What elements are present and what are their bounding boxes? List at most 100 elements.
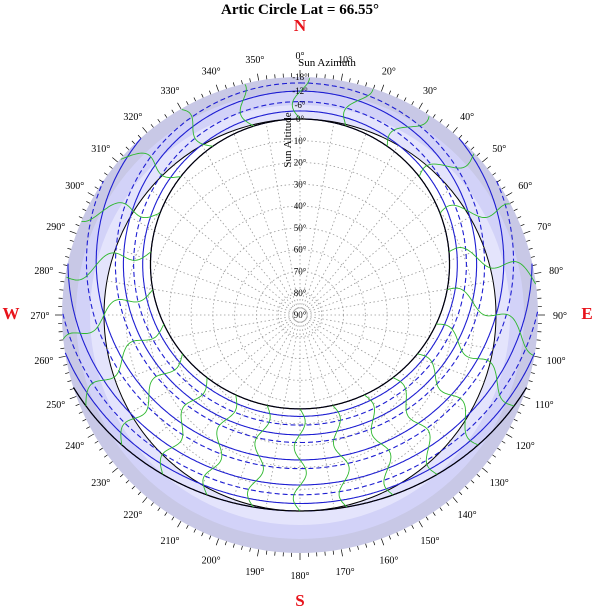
azimuth-tick <box>82 419 87 422</box>
azimuth-tick <box>365 543 368 548</box>
azimuth-tick <box>509 201 514 204</box>
azimuth-tick-label: 240° <box>65 441 84 452</box>
azimuth-tick <box>171 516 175 521</box>
azimuth-tick <box>487 165 491 169</box>
azimuth-tick <box>497 447 501 451</box>
azimuth-tick <box>528 247 533 250</box>
azimuth-tick-label: 250° <box>46 400 65 411</box>
azimuth-tick <box>332 550 335 555</box>
azimuth-tick <box>142 127 148 133</box>
compass-west: W <box>3 304 20 323</box>
altitude-tick-label: -12° <box>292 86 308 96</box>
azimuth-tick <box>67 247 72 250</box>
azimuth-tick-label: 330° <box>161 86 180 97</box>
azimuth-tick <box>411 524 414 529</box>
azimuth-tick <box>65 372 70 374</box>
azimuth-tick <box>523 396 531 400</box>
azimuth-tick-label: 120° <box>516 441 535 452</box>
sun-path <box>61 311 539 496</box>
azimuth-tick <box>209 535 212 540</box>
azimuth-tick-label: 320° <box>123 112 142 123</box>
altitude-grid-ring <box>125 140 475 490</box>
azimuth-tick <box>69 230 77 234</box>
axis-labels: 0° 10° 20° 30° 40° 50° 60° 70° 80° 90° 100° 110° 120… <box>31 51 568 582</box>
azimuth-tick <box>476 152 481 157</box>
azimuth-tick <box>482 157 488 163</box>
azimuth-tick <box>388 535 391 540</box>
azimuth-tick <box>520 403 525 406</box>
azimuth-tick <box>513 208 518 211</box>
azimuth-tick <box>94 186 99 190</box>
azimuth-tick <box>125 146 130 150</box>
azimuth-tick <box>75 403 80 406</box>
azimuth-tick <box>232 543 235 548</box>
azimuth-tick <box>99 179 103 183</box>
azimuth-tick <box>452 497 458 503</box>
azimuth-tick <box>209 90 212 95</box>
azimuth-tick <box>78 411 83 414</box>
azimuth-tick <box>131 140 135 145</box>
azimuth-tick <box>365 82 368 87</box>
altitude-tick-label: 70° <box>294 266 307 276</box>
altitude-tick-label: 60° <box>294 245 307 255</box>
azimuth-tick <box>241 80 243 85</box>
azimuth-tick <box>373 541 376 546</box>
sun-path <box>133 101 467 426</box>
azimuth-tick <box>465 485 469 490</box>
azimuth-tick-label: 290° <box>46 222 65 233</box>
azimuth-tick <box>193 528 196 533</box>
azimuth-tick <box>532 364 537 366</box>
hour-line <box>292 408 307 512</box>
azimuth-tick-label: 10° <box>338 55 352 66</box>
altitude-grid-ring <box>277 292 323 338</box>
azimuth-tick <box>224 84 227 89</box>
azimuth-tick <box>60 280 65 283</box>
azimuth-tick <box>65 256 70 258</box>
azimuth-tick <box>452 127 458 133</box>
azimuth-tick <box>517 216 522 219</box>
azimuth-tick-label: 60° <box>518 181 532 192</box>
hour-line <box>159 377 208 475</box>
azimuth-tick <box>142 497 148 503</box>
azimuth-tick <box>60 347 65 350</box>
azimuth-tick <box>439 507 443 511</box>
azimuth-tick <box>534 272 542 275</box>
azimuth-tick <box>257 549 260 557</box>
hour-line <box>181 109 213 147</box>
hour-line <box>62 289 154 340</box>
azimuth-tick <box>78 216 83 219</box>
hour-line <box>386 116 430 147</box>
sun-path <box>114 82 486 444</box>
azimuth-tick-label: 50° <box>492 144 506 155</box>
hour-line <box>448 247 537 285</box>
hour-line <box>202 394 238 496</box>
hour-line <box>363 394 394 496</box>
altitude-tick-label: 0° <box>296 114 305 124</box>
azimuth-tick <box>137 491 142 496</box>
azimuth-tick-label: 190° <box>245 567 264 578</box>
azimuth-tick <box>446 124 450 128</box>
azimuth-tick-label: 200° <box>202 555 221 566</box>
azimuth-tick <box>381 538 385 546</box>
hour-line <box>85 323 165 406</box>
azimuth-tick <box>418 102 423 110</box>
azimuth-tick <box>465 140 469 145</box>
sun-path <box>142 110 458 417</box>
altitude-grid-ring <box>147 162 453 468</box>
azimuth-tick <box>87 192 95 197</box>
altitude-tick-label: 30° <box>294 179 307 189</box>
azimuth-tick <box>224 541 227 546</box>
azimuth-tick <box>470 146 475 150</box>
altitude-tick-label: -6° <box>294 100 305 110</box>
azimuth-tick <box>373 84 376 89</box>
azimuth-tick <box>109 461 113 465</box>
azimuth-tick <box>75 224 80 227</box>
compass-east: E <box>581 304 592 323</box>
hour-line <box>417 353 479 446</box>
azimuth-tick <box>99 447 103 451</box>
hour-line <box>418 153 475 177</box>
azimuth-tick <box>164 512 168 516</box>
azimuth-tick-label: 130° <box>490 478 509 489</box>
azimuth-tick <box>232 82 235 87</box>
